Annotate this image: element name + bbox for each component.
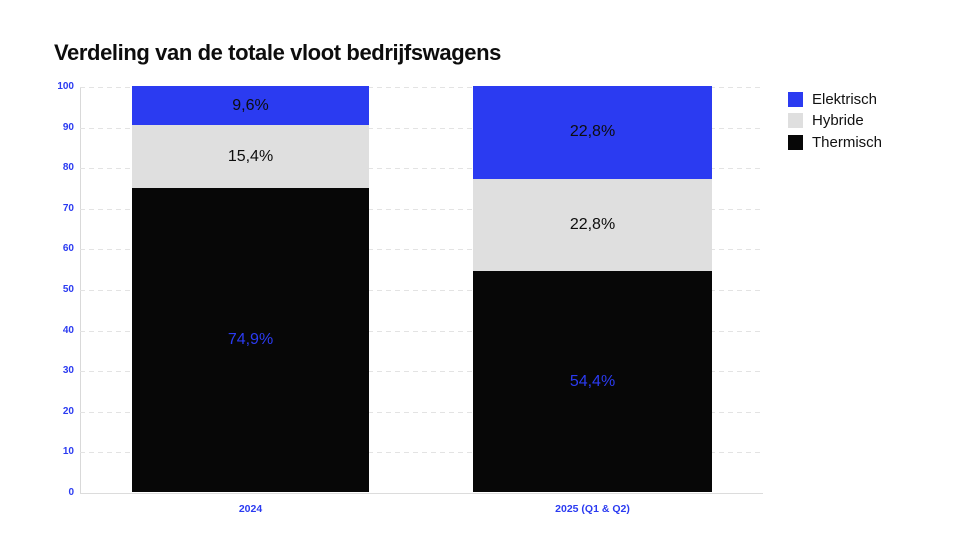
bar-segment-hybride-1: 22,8% [473, 178, 712, 272]
y-tick-label-20: 20 [62, 405, 74, 417]
legend-swatch-thermisch [788, 134, 803, 150]
gridline-y-70 [80, 208, 763, 210]
bar-segment-value-label: 54,4% [569, 372, 616, 390]
gridline-y-90 [80, 127, 763, 129]
gridline-y-100 [80, 87, 763, 88]
bar-segment-elektrisch-0: 9,6% [132, 86, 369, 126]
y-tick-label-40: 40 [62, 324, 74, 336]
bar-segment-elektrisch-1: 22,8% [473, 86, 712, 179]
bar-segment-value-label: 22,8% [569, 123, 616, 141]
y-tick-label-50: 50 [62, 284, 74, 295]
y-tick-label-70: 70 [62, 202, 74, 214]
legend-label-hybride: Hybride [812, 112, 864, 129]
bar-segment-value-label: 74,9% [227, 330, 274, 348]
x-axis-baseline [80, 493, 763, 494]
bar-segment-hybride-0: 15,4% [132, 125, 369, 188]
y-tick-label-90: 90 [62, 121, 74, 133]
legend-item-thermisch: Thermisch [788, 134, 882, 150]
gridline-y-10 [80, 452, 763, 454]
y-tick-label-100: 100 [57, 81, 74, 92]
bar-segment-thermisch-1: 54,4% [473, 271, 712, 492]
stacked-bar-2024: 9,6% 15,4% 74,9% [132, 86, 369, 492]
legend: Elektrisch Hybride Thermisch [788, 91, 882, 156]
chart-title: Verdeling van de totale vloot bedrijfswa… [54, 40, 501, 65]
legend-label-elektrisch: Elektrisch [812, 90, 878, 108]
y-tick-label-0: 0 [68, 487, 74, 498]
bar-segment-value-label: 9,6% [232, 96, 269, 114]
gridline-y-30 [80, 371, 763, 373]
legend-item-elektrisch: Elektrisch [788, 91, 882, 107]
x-tick-label-1: 2025 (Q1 & Q2) [555, 503, 630, 515]
legend-swatch-hybride [788, 113, 803, 128]
gridline-y-60 [80, 249, 763, 251]
gridline-y-40 [80, 330, 763, 332]
bar-segment-value-label: 15,4% [227, 147, 274, 165]
y-tick-label-30: 30 [62, 365, 74, 377]
y-tick-label-60: 60 [62, 243, 74, 255]
y-tick-label-10: 10 [62, 446, 74, 458]
gridline-y-80 [80, 168, 763, 170]
bar-segment-thermisch-0: 74,9% [132, 187, 369, 492]
legend-swatch-elektrisch [788, 91, 803, 107]
gridline-y-50 [80, 290, 763, 291]
stacked-bar-2025-q1-q2-: 22,8% 22,8% 54,4% [473, 86, 712, 492]
legend-item-hybride: Hybride [788, 113, 882, 129]
y-tick-label-80: 80 [62, 162, 74, 174]
bar-segment-value-label: 22,8% [569, 215, 616, 233]
legend-label-thermisch: Thermisch [812, 133, 883, 151]
gridline-y-20 [80, 411, 763, 413]
x-tick-label-0: 2024 [238, 503, 263, 515]
plot-area: 9,6% 15,4% 74,9% 22,8% 22,8% 54,4% [80, 86, 763, 494]
